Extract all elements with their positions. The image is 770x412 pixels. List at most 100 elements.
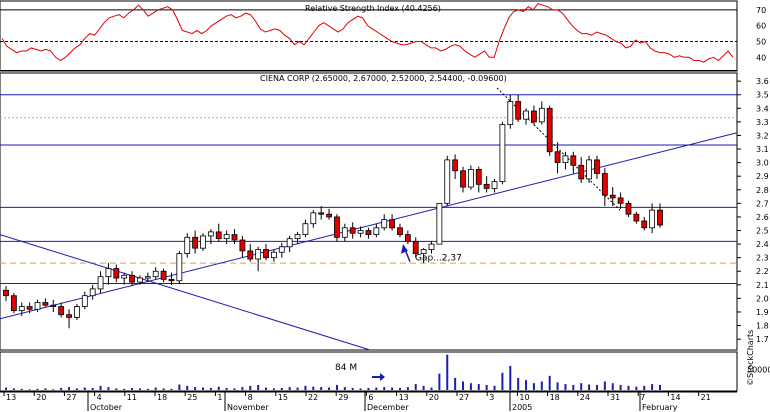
price-tick-label: 3.1 [756,145,769,154]
candle-body [546,107,553,153]
price-tick-label: 2.1 [756,281,769,290]
candle-body [334,216,340,238]
candle-body [483,183,490,189]
candle-body [302,223,309,235]
candle-body [200,235,206,249]
x-day-label: 13 [399,393,409,402]
candle-body [74,306,80,318]
x-day-label: 4 [97,393,102,402]
x-day-label: 22 [308,393,318,402]
candle-body [215,231,222,240]
candle-body [121,274,128,279]
price-tick-label: 2.8 [756,186,769,195]
candle-body [255,249,262,260]
price-tick-label: 2.4 [756,240,769,249]
price-tick-label: 2.7 [756,199,769,208]
x-day-label: 13 [6,393,16,402]
candle-body [239,239,246,252]
rsi-tick-label: 50 [756,38,766,47]
x-day-label: 8 [248,393,253,402]
candle-body [586,159,592,180]
rsi-panel: 70 60 50 40 Relative Strength Index (40.4256… [0,0,766,72]
candle-body [318,212,325,215]
candle-body [365,230,372,235]
candle-body [223,234,230,240]
candle-body [633,213,640,222]
candle-body [18,306,25,312]
candle-body [129,274,135,283]
candle-body [404,234,411,242]
price-tick-label: 2.5 [756,227,769,236]
candle-body [475,169,482,185]
x-month-label: 2005 [512,403,532,412]
candle-body [641,220,648,229]
rising-trendline [0,132,738,320]
candle-body [89,288,96,297]
x-day-label: 3 [489,393,494,402]
candle-body [436,202,443,245]
price-tick-label: 3.0 [756,159,769,168]
x-day-label: 7 [640,393,645,402]
candle-body [160,270,167,280]
candle-body [562,155,569,164]
candle-body [594,159,600,174]
price-tick-label: 1.8 [756,322,769,331]
x-day-label: 14 [670,393,680,402]
price-tick-label: 3.5 [756,91,769,100]
candle-body [460,170,466,188]
x-day-label: 6 [368,393,373,402]
candle-body [373,227,380,235]
price-tick-label: 2.6 [756,213,769,222]
candle-body [491,181,498,189]
candle-body [609,194,616,199]
candle-body [349,227,356,234]
gap-arrow-head [401,244,408,254]
rsi-series-line [1,3,734,63]
price-title: CIENA CORP (2.65000, 2.67000, 2.52000, 2… [260,74,507,83]
price-tick-label: 2.9 [756,172,769,181]
candle-body [66,314,72,318]
candle-body [34,302,41,310]
candle-body [601,173,608,196]
copyright-label: ©StockCharts [746,330,755,386]
candle-body [420,249,427,254]
candle-body [467,169,474,188]
candle-body [97,276,104,290]
candle-body [625,202,632,215]
gap-annotation: Gap...2,37 [415,254,462,264]
price-tick-label: 3.2 [756,131,769,140]
candle-body [389,219,395,229]
candle-body [231,234,238,241]
x-day-label: 29 [338,393,348,402]
candle-body [192,236,199,249]
candle-body [507,101,514,125]
price-tick-label: 3.4 [756,104,769,113]
candle-body [578,164,585,180]
candle-body [357,230,364,234]
candle-body [152,270,159,278]
volume-label: 84 M [335,363,357,373]
candle-body [428,243,435,250]
x-day-label: 18 [157,393,167,402]
candle-body [554,151,561,164]
price-tick-label: 3.6 [756,77,769,86]
x-day-label: 21 [701,393,711,402]
candle-body [26,306,33,310]
x-day-label: 1 [217,393,222,402]
volume-arrow-head [380,373,385,381]
rsi-title: Relative Strength Index (40.4256) [305,4,441,13]
x-day-label: 24 [580,393,590,402]
price-tick-label: 2.0 [756,294,769,303]
candle-body [341,227,348,238]
candle-body [278,246,285,253]
candle-body [271,251,277,259]
x-day-label: 25 [187,393,197,402]
candle-body [184,236,191,254]
price-tick-label: 1.7 [756,335,769,344]
candle-body [58,306,65,316]
candle-body [412,240,419,254]
x-day-label: 20 [429,393,439,402]
candle-body [207,231,214,237]
candle-body [50,304,57,307]
candle-body [105,268,112,278]
